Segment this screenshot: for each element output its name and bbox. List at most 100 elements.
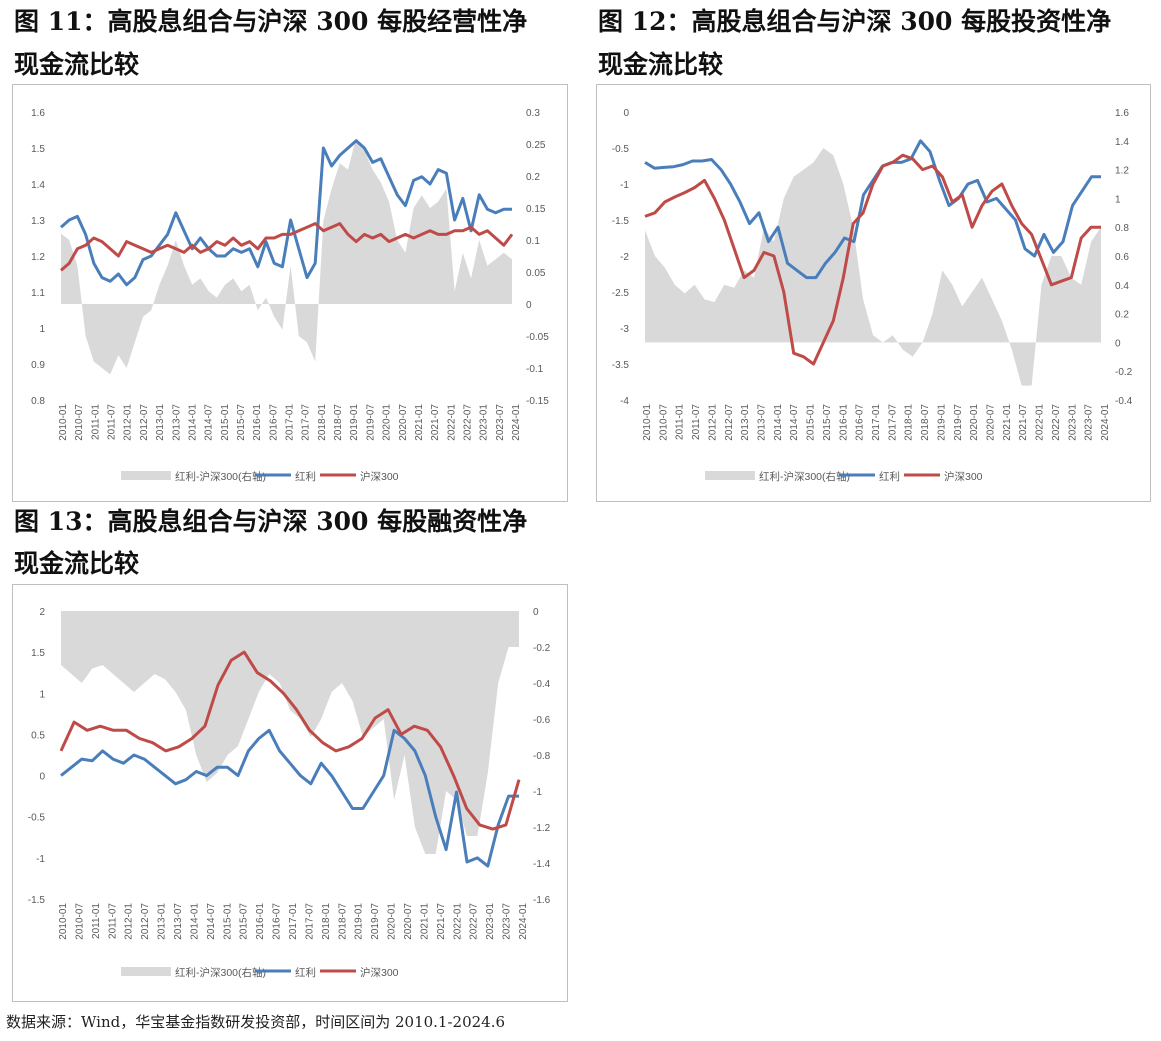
fig12-x-tick-label: 2013-01 (740, 404, 751, 441)
fig12-right-tick-label: 1 (1115, 194, 1121, 205)
fig12-x-tick-label: 2019-01 (936, 404, 947, 441)
fig13-right-tick-label: -1.6 (533, 895, 551, 906)
fig13-left-tick-label: -0.5 (28, 813, 46, 824)
fig13-caption-line1: 图 13：高股息组合与沪深 300 每股融资性净 (14, 507, 528, 536)
fig13-x-tick-label: 2014-01 (189, 903, 200, 940)
fig13-legend-dividend: 红利 (295, 966, 316, 979)
fig13-legend-diff: 红利-沪深300(右轴) (175, 966, 266, 979)
fig12-caption-line1: 图 12：高股息组合与沪深 300 每股投资性净 (598, 7, 1112, 36)
fig11-x-tick-label: 2018-01 (317, 404, 328, 441)
fig13-x-tick-label: 2010-01 (58, 903, 69, 940)
fig11-right-tick-label: 0.15 (526, 204, 546, 215)
fig11-x-tick-label: 2020-01 (382, 404, 393, 441)
fig13-right-tick-label: -0.6 (533, 715, 551, 726)
fig12-x-tick-label: 2011-01 (675, 404, 686, 440)
fig12-x-tick-label: 2015-01 (806, 404, 817, 441)
fig13-legend-hs300: 沪深300 (360, 966, 399, 979)
fig13-left-tick-label: 1 (39, 689, 45, 700)
fig13-x-tick-label: 2024-01 (518, 903, 529, 940)
fig12-right-tick-label: -0.4 (1115, 396, 1133, 407)
fig12-area-diff (645, 148, 1101, 386)
fig12-legend-hs300: 沪深300 (944, 470, 983, 483)
fig12-x-tick-label: 2012-01 (707, 404, 718, 441)
fig13-x-tick-label: 2013-07 (173, 903, 184, 940)
fig13-x-tick-label: 2015-07 (239, 903, 250, 940)
fig11-left-tick-label: 1.5 (31, 144, 45, 155)
fig11-x-tick-label: 2020-07 (398, 404, 409, 441)
fig11-chart: -0.15 -0.1 -0.05 0 0.05 0.1 0.15 0.2 0.25 0.3 0.8 0… (31, 108, 549, 483)
fig11-x-tick-label: 2012-01 (123, 404, 134, 441)
fig13-x-tick-label: 2014-07 (206, 903, 217, 940)
fig11-x-tick-label: 2015-07 (236, 404, 247, 441)
fig11-x-tick-label: 2013-01 (155, 404, 166, 441)
fig13-x-tick-label: 2010-07 (74, 903, 85, 940)
fig13-right-tick-label: -1 (533, 787, 542, 798)
fig12-x-tick-label: 2018-01 (904, 404, 915, 441)
fig11-area-diff (61, 137, 512, 375)
fig12-x-tick-label: 2014-01 (773, 404, 784, 441)
fig13-x-tick-label: 2020-01 (387, 903, 398, 940)
fig11-x-tick-label: 2019-07 (365, 404, 376, 441)
fig11-right-tick-label: 0.1 (526, 236, 540, 247)
fig11-legend-swatch-diff (121, 471, 171, 480)
fig12-left-tick-label: -3.5 (612, 360, 630, 371)
fig13-x-tick-label: 2011-01 (91, 903, 102, 939)
fig11-right-tick-label: 0 (526, 300, 532, 311)
fig11-legend-diff: 红利-沪深300(右轴) (175, 470, 266, 483)
fig11-x-tick-label: 2016-07 (268, 404, 279, 441)
fig13-x-tick-label: 2018-01 (321, 903, 332, 940)
fig12-x-tick-label: 2010-01 (642, 404, 653, 441)
fig13-right-tick-label: 0 (533, 607, 539, 618)
fig12-x-tick-label: 2020-01 (969, 404, 980, 441)
fig11-legend-hs300: 沪深300 (360, 470, 399, 483)
fig11-right-tick-label: 0.2 (526, 172, 540, 183)
fig11-x-tick-label: 2014-01 (187, 404, 198, 441)
fig13-right-tick-label: -1.2 (533, 823, 551, 834)
fig11-x-tick-label: 2011-07 (107, 404, 118, 440)
fig11-right-tick-label: -0.05 (526, 332, 549, 343)
fig11-x-tick-label: 2021-01 (414, 404, 425, 441)
fig13-x-tick-label: 2017-07 (304, 903, 315, 940)
fig12-x-tick-label: 2017-01 (871, 404, 882, 441)
fig11-x-tick-label: 2023-07 (495, 404, 506, 441)
fig12-x-tick-label: 2018-07 (920, 404, 931, 441)
fig12-chart: -0.4 -0.2 0 0.2 0.4 0.6 0.8 1 1.2 1.4 1.6 -4 -3.5 -3 -… (612, 108, 1133, 483)
fig12-line-hs300 (644, 153, 1101, 366)
fig12-left-tick-label: -0.5 (612, 144, 630, 155)
fig11-left-tick-label: 1.6 (31, 108, 45, 119)
fig12-legend-dividend: 红利 (879, 470, 900, 483)
fig11-left-tick-label: 1.2 (31, 252, 45, 263)
fig12-left-tick-label: -3 (620, 324, 629, 335)
fig13-left-tick-label: -1.5 (28, 895, 46, 906)
fig12-x-tick-label: 2024-01 (1100, 404, 1111, 441)
fig13-x-tick-label: 2013-01 (157, 903, 168, 940)
fig11-x-tick-label: 2012-07 (139, 404, 150, 441)
fig11-x-tick-label: 2014-07 (204, 404, 215, 441)
fig11-legend-dividend: 红利 (295, 470, 316, 483)
fig12-x-tick-label: 2013-07 (757, 404, 768, 441)
fig12-right-tick-label: -0.2 (1115, 367, 1133, 378)
fig11-x-tick-label: 2018-07 (333, 404, 344, 441)
fig11-x-tick-label: 2022-01 (446, 404, 457, 441)
fig13-right-tick-label: -0.2 (533, 643, 551, 654)
fig13-left-tick-label: 0 (39, 772, 45, 783)
fig12-right-tick-label: 1.6 (1115, 108, 1129, 119)
fig11-right-tick-label: 0.05 (526, 268, 546, 279)
fig12-left-tick-label: 0 (623, 108, 629, 119)
fig13-right-tick-label: -0.8 (533, 751, 551, 762)
fig12-x-tick-label: 2020-07 (986, 404, 997, 441)
fig11-x-tick-label: 2019-01 (349, 404, 360, 441)
fig13-line-hs300 (59, 650, 521, 831)
fig12-right-tick-label: 0.6 (1115, 252, 1129, 263)
fig12-x-tick-label: 2019-07 (953, 404, 964, 441)
fig11-right-tick-label: 0.25 (526, 140, 546, 151)
fig13-x-tick-label: 2011-07 (107, 903, 118, 939)
fig13-x-tick-label: 2022-07 (469, 903, 480, 940)
fig12-x-tick-label: 2021-01 (1002, 404, 1013, 441)
fig11-chart-panel: -0.15 -0.1 -0.05 0 0.05 0.1 0.15 0.2 0.25 0.3 0.8 0… (12, 84, 568, 502)
fig13-x-tick-label: 2018-07 (337, 903, 348, 940)
fig11-right-tick-label: 0.3 (526, 108, 540, 119)
fig11-caption-line2: 现金流比较 (14, 50, 140, 79)
fig12-caption-line2: 现金流比较 (598, 50, 724, 79)
fig13-caption-line2: 现金流比较 (14, 549, 140, 578)
